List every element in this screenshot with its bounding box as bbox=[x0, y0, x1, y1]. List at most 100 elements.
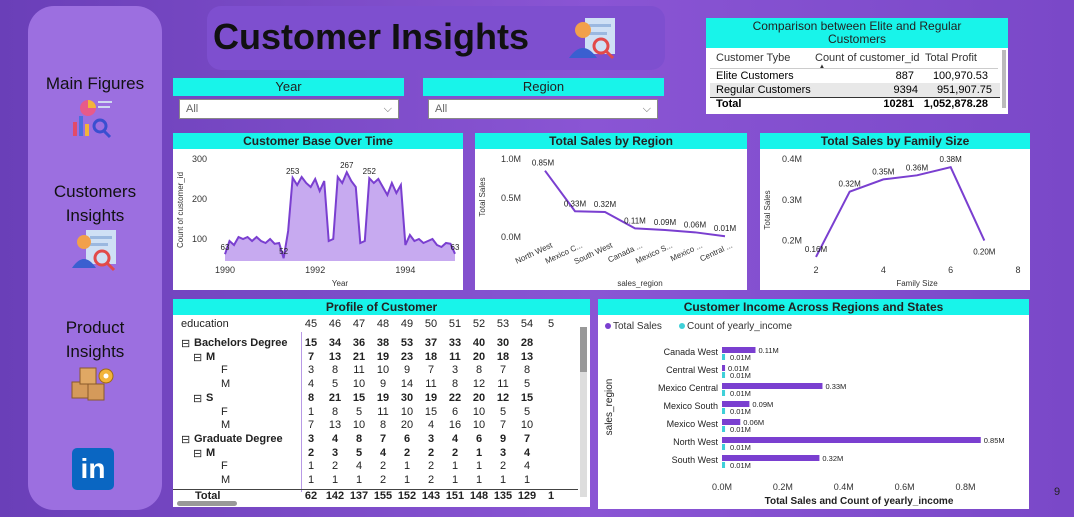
bar-total-sales[interactable] bbox=[722, 365, 726, 371]
row-label: M bbox=[221, 378, 231, 391]
matrix-vertical-scrollbar[interactable] bbox=[580, 327, 587, 497]
region-dropdown[interactable]: All ⌵ bbox=[428, 99, 658, 119]
data-label: 0.36M bbox=[906, 163, 929, 172]
matrix-cell: 5 bbox=[523, 405, 531, 418]
nav-customers-insights-line2[interactable]: Insights bbox=[65, 206, 125, 225]
matrix-horizontal-scrollbar[interactable] bbox=[177, 501, 237, 506]
x-axis-label: Family Size bbox=[896, 279, 938, 288]
x-tick-label: 0.0M bbox=[712, 482, 732, 492]
matrix-cell: 15 bbox=[304, 337, 318, 349]
bar-total-sales[interactable] bbox=[722, 437, 981, 443]
bar-count-income[interactable] bbox=[722, 408, 726, 414]
matrix-cell: 13 bbox=[328, 350, 342, 363]
table-row: Elite Customers 887 100,970.53 bbox=[706, 69, 1000, 83]
column-header: 54 bbox=[520, 318, 534, 330]
matrix-cell: 8 bbox=[523, 364, 531, 377]
matrix-cell: 40 bbox=[472, 337, 486, 349]
matrix-cell: 1 bbox=[307, 405, 315, 418]
matrix-cell: 7 bbox=[307, 350, 315, 363]
matrix-cell: 4 bbox=[331, 432, 339, 445]
matrix-cell: 7 bbox=[523, 432, 531, 445]
table-scrollbar[interactable] bbox=[1002, 50, 1006, 108]
bar-total-sales[interactable] bbox=[722, 383, 823, 389]
bar-count-income[interactable] bbox=[722, 390, 726, 396]
matrix-cell: 4 bbox=[379, 446, 387, 459]
matrix-cell: 3 bbox=[331, 446, 339, 459]
matrix-cell: 1 bbox=[355, 474, 363, 486]
matrix-cell: 11 bbox=[377, 405, 389, 418]
total-cell: 143 bbox=[421, 490, 441, 502]
bar-count-income[interactable] bbox=[722, 444, 726, 450]
col-header-profit[interactable]: Total Profit bbox=[925, 52, 977, 64]
col-header-customer-type[interactable]: Customer Tybe bbox=[716, 52, 791, 64]
nav-main-figures[interactable]: Main Figures bbox=[45, 74, 145, 93]
y-tick-label: 300 bbox=[192, 154, 207, 164]
data-label: 0.01M bbox=[730, 407, 751, 416]
matrix-cell: 3 bbox=[307, 432, 315, 445]
sort-arrow-icon[interactable]: ▲ bbox=[818, 62, 826, 71]
col-header-count[interactable]: Count of customer_id bbox=[815, 52, 920, 64]
data-label: 0.01M bbox=[730, 461, 751, 470]
expand-collapse-icon[interactable]: ⊟ bbox=[193, 447, 203, 460]
category-label: Mexico West bbox=[667, 419, 719, 429]
matrix-cell: 15 bbox=[424, 405, 438, 418]
matrix-cell: 20 bbox=[472, 350, 486, 363]
matrix-cell: 7 bbox=[499, 364, 507, 377]
y-tick-label: 0.3M bbox=[782, 195, 802, 205]
data-label: 63 bbox=[221, 243, 230, 252]
bar-count-income[interactable] bbox=[722, 426, 726, 432]
matrix-cell: 9 bbox=[499, 432, 507, 445]
expand-collapse-icon[interactable]: ⊟ bbox=[181, 433, 191, 446]
matrix-cell: 2 bbox=[427, 474, 435, 486]
matrix-cell: 22 bbox=[448, 391, 462, 404]
series-line bbox=[815, 165, 986, 258]
matrix-cell: 20 bbox=[400, 419, 414, 432]
year-dropdown-value: All bbox=[186, 103, 199, 115]
matrix-cell: 5 bbox=[355, 405, 363, 418]
legend-marker-total-sales bbox=[605, 323, 611, 329]
matrix-cell: 10 bbox=[472, 419, 486, 432]
total-profit: 1,052,878.28 bbox=[923, 98, 988, 110]
total-cell: 142 bbox=[325, 490, 345, 502]
linkedin-icon[interactable]: in bbox=[72, 448, 114, 490]
row-label: M bbox=[206, 350, 216, 363]
category-label: Central West bbox=[666, 365, 718, 375]
x-axis-label: sales_region bbox=[617, 279, 662, 288]
nav-customers-insights-line1[interactable]: Customers bbox=[53, 182, 137, 201]
expand-collapse-icon[interactable]: ⊟ bbox=[181, 338, 191, 350]
matrix-cell: 6 bbox=[475, 432, 483, 445]
expand-collapse-icon[interactable]: ⊟ bbox=[193, 351, 203, 364]
y-axis-label: Total Sales bbox=[478, 177, 487, 216]
bar-total-sales[interactable] bbox=[722, 455, 820, 461]
data-label: 0.85M bbox=[532, 159, 555, 168]
x-tick-label: 1990 bbox=[215, 265, 235, 275]
bar-total-sales[interactable] bbox=[722, 347, 756, 353]
legend-marker-count bbox=[679, 323, 685, 329]
x-tick-label: 0.4M bbox=[834, 482, 854, 492]
bar-total-sales[interactable] bbox=[722, 401, 750, 407]
chart-title: Total Sales by Region bbox=[475, 133, 747, 149]
matrix-cell: 4 bbox=[451, 432, 459, 445]
matrix-cell: 19 bbox=[376, 391, 390, 404]
area-fill bbox=[225, 172, 455, 261]
expand-collapse-icon[interactable]: ⊟ bbox=[193, 392, 203, 405]
sales-by-family-size-chart: 0.4M 0.3M 0.2M0.16M 0.32M 0.35M 0.36M 0.38M 0.2… bbox=[763, 154, 1021, 288]
column-header: 5 bbox=[547, 318, 555, 330]
nav-product-insights-line1[interactable]: Product bbox=[65, 318, 125, 337]
bar-count-income[interactable] bbox=[722, 354, 726, 360]
data-label: 0.16M bbox=[805, 245, 828, 254]
nav-product-insights-line2[interactable]: Insights bbox=[65, 342, 125, 361]
matrix-cell: 18 bbox=[424, 350, 438, 363]
bar-count-income[interactable] bbox=[722, 372, 726, 378]
bar-total-sales[interactable] bbox=[722, 419, 741, 425]
data-label: 0.33M bbox=[564, 199, 587, 208]
matrix-cell: 8 bbox=[331, 405, 339, 418]
y-tick-label: 100 bbox=[192, 234, 207, 244]
comparison-table-title: Comparison between Elite and Regular Cus… bbox=[706, 18, 1008, 48]
data-label: 0.38M bbox=[940, 155, 963, 164]
matrix-cell: 7 bbox=[307, 419, 315, 432]
year-dropdown[interactable]: All ⌵ bbox=[179, 99, 399, 119]
bar-count-income[interactable] bbox=[722, 462, 726, 468]
row-label: F bbox=[221, 460, 228, 473]
matrix-cell: 14 bbox=[400, 378, 414, 391]
